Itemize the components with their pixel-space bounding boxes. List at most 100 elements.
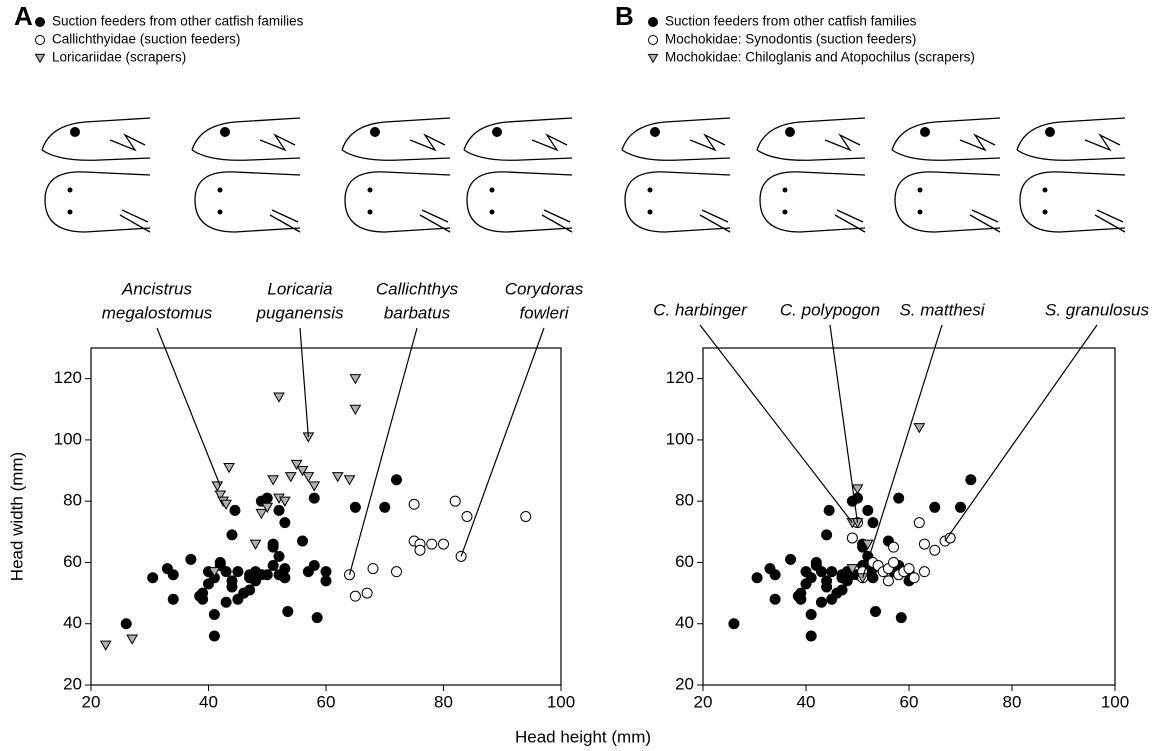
data-point bbox=[126, 634, 138, 645]
fish-nostril bbox=[67, 187, 73, 193]
fish-eye bbox=[785, 127, 795, 137]
data-point bbox=[836, 584, 848, 596]
data-point bbox=[913, 423, 926, 434]
data-point bbox=[208, 609, 220, 621]
data-point bbox=[367, 563, 379, 575]
fish-nostril bbox=[367, 187, 373, 193]
data-point bbox=[167, 593, 179, 605]
fish-nostril bbox=[217, 187, 223, 193]
data-point bbox=[311, 612, 323, 624]
data-point bbox=[279, 496, 291, 507]
x-tick-label: 20 bbox=[694, 692, 713, 711]
fish-fin bbox=[531, 133, 573, 233]
y-tick-label: 40 bbox=[63, 613, 82, 632]
fish-outline bbox=[894, 171, 1001, 233]
data-point bbox=[349, 590, 361, 602]
data-point bbox=[867, 517, 879, 529]
fish-outline bbox=[621, 117, 731, 161]
data-point bbox=[296, 466, 309, 477]
fish-eye bbox=[220, 127, 230, 137]
annotation-label: fowleri bbox=[519, 303, 569, 322]
y-tick-label: 80 bbox=[675, 491, 694, 510]
fish-outline bbox=[466, 171, 573, 233]
fish-fin bbox=[259, 133, 301, 233]
data-point bbox=[815, 566, 827, 578]
fish-nostril bbox=[1042, 187, 1048, 193]
data-point bbox=[913, 517, 925, 529]
fish-eye bbox=[920, 127, 930, 137]
fish-fin bbox=[109, 133, 151, 233]
annotation-leader bbox=[460, 327, 545, 557]
fish-fin bbox=[689, 133, 731, 233]
annotation-label: Callichthys bbox=[376, 279, 459, 298]
data-point bbox=[379, 501, 391, 513]
data-point bbox=[244, 572, 256, 584]
fish-outline bbox=[191, 117, 301, 161]
data-point bbox=[279, 563, 291, 575]
plot-frame bbox=[702, 347, 1116, 686]
annotation-leader bbox=[862, 324, 943, 578]
fish-nostril bbox=[917, 187, 923, 193]
fish-outline bbox=[463, 117, 573, 161]
annotation-leader bbox=[944, 324, 1098, 542]
data-point bbox=[821, 529, 833, 541]
annotation-label: barbatus bbox=[384, 303, 451, 322]
x-tick-label: 20 bbox=[82, 692, 101, 711]
x-tick-label: 40 bbox=[199, 692, 218, 711]
y-axis-label: Head width (mm) bbox=[7, 452, 26, 581]
data-point bbox=[856, 573, 869, 584]
annotation-label: Corydoras bbox=[505, 279, 584, 298]
data-point bbox=[331, 472, 344, 483]
data-point bbox=[867, 572, 879, 584]
data-point bbox=[893, 492, 905, 504]
data-point bbox=[282, 605, 294, 617]
data-point bbox=[297, 535, 308, 547]
data-point bbox=[785, 553, 797, 565]
data-point bbox=[391, 566, 402, 578]
annotation-leader bbox=[829, 324, 859, 523]
x-tick-label: 100 bbox=[1101, 692, 1129, 711]
data-point bbox=[261, 502, 274, 514]
data-point bbox=[361, 587, 373, 599]
data-point bbox=[955, 501, 966, 513]
x-axis-label: Head height (mm) bbox=[515, 727, 651, 746]
fish-nostril bbox=[782, 187, 788, 193]
fish-outline bbox=[44, 171, 151, 233]
data-point bbox=[851, 484, 864, 495]
data-point bbox=[882, 575, 894, 587]
data-point bbox=[99, 640, 112, 651]
data-point bbox=[728, 618, 740, 630]
data-point bbox=[846, 532, 858, 544]
fish-nostril bbox=[1042, 209, 1048, 215]
data-point bbox=[223, 462, 235, 474]
data-point bbox=[805, 572, 817, 584]
data-point bbox=[918, 538, 930, 550]
fish-outline bbox=[344, 171, 451, 233]
data-point bbox=[918, 566, 930, 578]
data-point bbox=[220, 566, 232, 578]
fish-nostril bbox=[367, 209, 373, 215]
data-point bbox=[279, 517, 291, 529]
data-point bbox=[267, 475, 279, 486]
fish-nostril bbox=[489, 187, 495, 193]
data-point bbox=[846, 564, 859, 575]
y-tick-label: 40 bbox=[675, 613, 694, 632]
data-point bbox=[261, 492, 273, 504]
fish-drawing bbox=[891, 117, 1001, 233]
data-point bbox=[273, 392, 285, 403]
data-point bbox=[167, 569, 179, 581]
data-point bbox=[349, 404, 362, 416]
fish-nostril bbox=[489, 209, 495, 215]
data-point bbox=[903, 563, 915, 575]
fish-drawing bbox=[41, 117, 151, 233]
data-point bbox=[862, 504, 874, 516]
y-tick-label: 80 bbox=[63, 491, 82, 510]
data-point bbox=[349, 374, 362, 385]
data-point bbox=[795, 593, 807, 605]
data-point bbox=[320, 575, 332, 587]
fish-eye bbox=[492, 127, 502, 137]
fish-drawing bbox=[1016, 117, 1126, 233]
data-point bbox=[147, 572, 159, 584]
data-point bbox=[244, 584, 256, 596]
